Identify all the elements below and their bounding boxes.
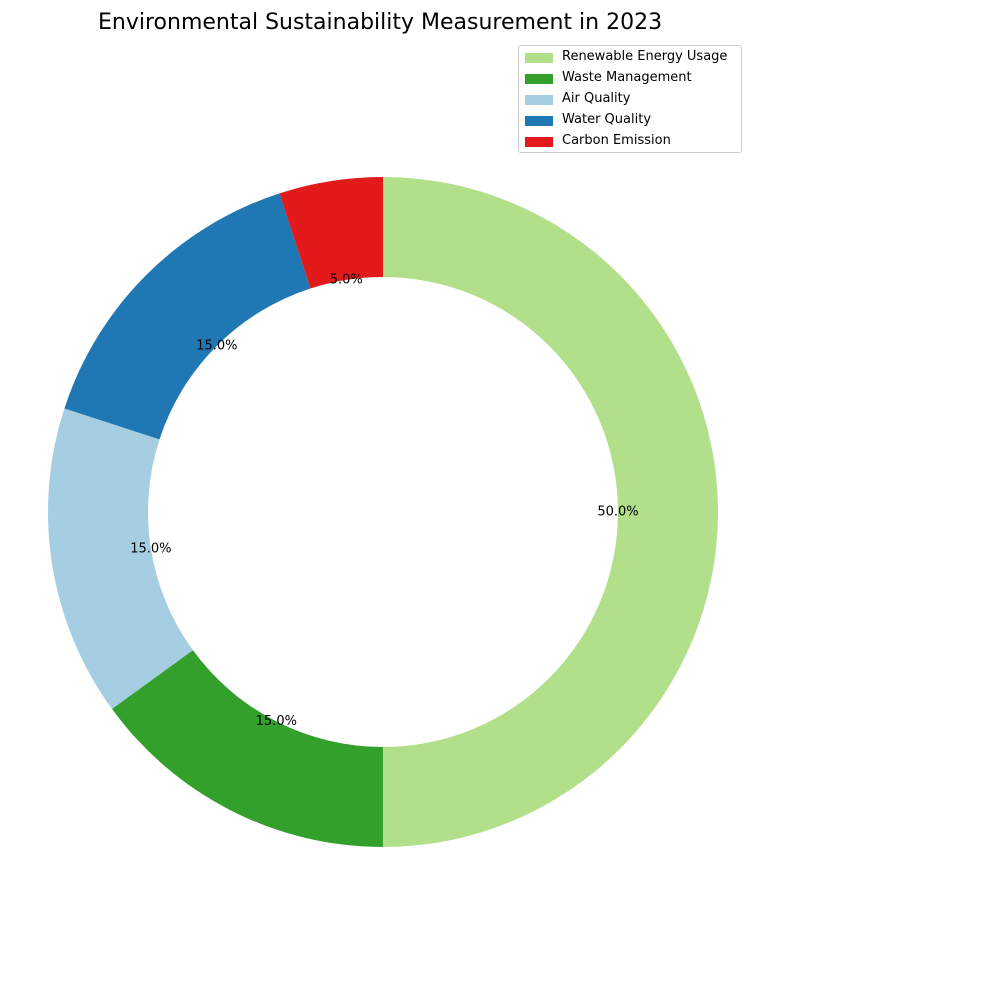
percent-labels: 50.0% 15.0% 15.0% 15.0% 5.0%: [130, 272, 638, 728]
chart-title: Environmental Sustainability Measurement…: [98, 10, 663, 35]
legend: Renewable Energy Usage Waste Management Ai…: [518, 45, 742, 153]
slice-water-quality: [64, 193, 311, 440]
legend-item-water-quality: Water Quality: [519, 112, 741, 134]
legend-swatch: [525, 53, 553, 63]
legend-item-renewable-energy-usage: Renewable Energy Usage: [519, 49, 741, 71]
label-air-quality: 15.0%: [130, 541, 171, 556]
legend-item-carbon-emission: Carbon Emission: [519, 133, 741, 155]
legend-swatch: [525, 74, 553, 84]
legend-item-waste-management: Waste Management: [519, 70, 741, 92]
legend-label: Renewable Energy Usage: [562, 49, 728, 64]
label-renewable-energy-usage: 50.0%: [597, 505, 638, 520]
slice-carbon-emission: [279, 177, 383, 289]
legend-item-air-quality: Air Quality: [519, 91, 741, 113]
legend-swatch: [525, 116, 553, 126]
legend-label: Waste Management: [562, 70, 692, 85]
label-waste-management: 15.0%: [256, 714, 297, 729]
slice-renewable-energy-usage: [383, 177, 718, 847]
slice-air-quality: [48, 408, 193, 709]
donut-slices: [48, 177, 718, 847]
legend-label: Carbon Emission: [562, 133, 671, 148]
legend-label: Air Quality: [562, 91, 631, 106]
slice-waste-management: [111, 650, 383, 847]
label-carbon-emission: 5.0%: [330, 272, 363, 287]
legend-swatch: [525, 137, 553, 147]
legend-label: Water Quality: [562, 112, 652, 127]
label-water-quality: 15.0%: [196, 338, 237, 353]
legend-swatch: [525, 95, 553, 105]
